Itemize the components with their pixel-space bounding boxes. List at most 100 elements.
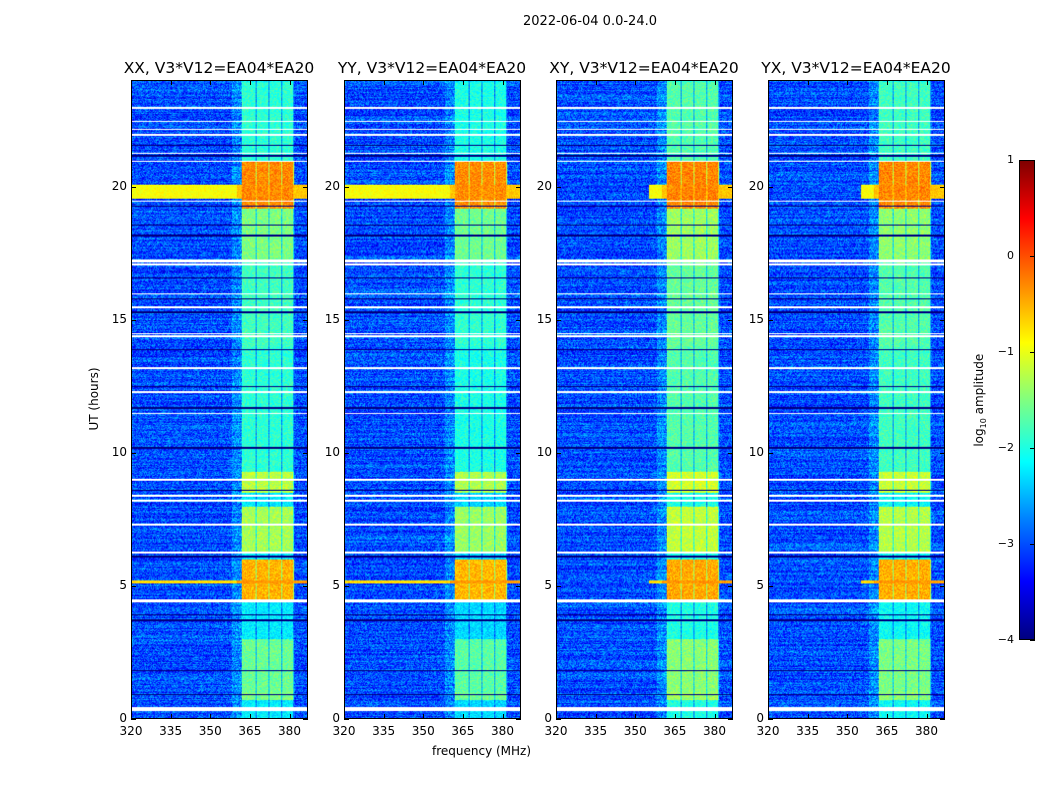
y-tick-label: 10	[324, 444, 340, 459]
x-tick-mark	[210, 714, 212, 719]
colorbar-label: log10 amplitude	[971, 353, 989, 447]
panel-title: XX, V3*V12=EA04*EA20	[123, 59, 315, 77]
x-tick-mark	[383, 714, 385, 719]
x-tick-label: 320	[332, 724, 356, 738]
y-tick-mark	[516, 319, 521, 321]
y-tick-mark	[556, 319, 561, 321]
x-tick-mark	[210, 80, 212, 85]
x-axis-label: frequency (MHz)	[432, 744, 532, 758]
y-tick-mark	[131, 452, 136, 454]
x-tick-label: 320	[756, 724, 780, 738]
x-tick-label: 365	[663, 724, 687, 738]
x-tick-mark	[768, 714, 769, 719]
y-tick-label: 10	[111, 444, 127, 459]
y-tick-mark	[516, 186, 521, 188]
y-tick-label: 0	[544, 711, 552, 725]
colorbar-tick-label: −1	[997, 345, 1014, 358]
x-tick-mark	[807, 80, 809, 85]
y-tick-mark	[556, 719, 561, 720]
x-tick-mark	[423, 714, 425, 719]
x-tick-mark	[289, 714, 291, 719]
x-tick-mark	[556, 714, 557, 719]
x-tick-mark	[502, 714, 504, 719]
y-tick-mark	[303, 585, 308, 587]
y-tick-mark	[728, 585, 733, 587]
x-tick-mark	[926, 80, 928, 85]
colorbar-tick-mark	[1030, 448, 1035, 449]
y-tick-mark	[940, 319, 945, 321]
x-tick-mark	[383, 80, 385, 85]
y-tick-mark	[728, 319, 733, 321]
x-tick-label: 365	[238, 724, 262, 738]
y-tick-label: 20	[111, 178, 127, 193]
x-tick-mark	[674, 80, 676, 85]
colorbar-tick-label: 0	[1007, 249, 1014, 262]
x-tick-mark	[462, 80, 464, 85]
x-tick-label: 350	[411, 724, 435, 738]
y-tick-mark	[940, 585, 945, 587]
x-tick-mark	[462, 714, 464, 719]
spectrogram-image	[769, 81, 944, 718]
y-tick-label: 10	[536, 444, 552, 459]
spectrogram-panel	[556, 80, 733, 719]
y-tick-mark	[344, 452, 349, 454]
y-tick-label: 5	[756, 577, 764, 592]
x-tick-mark	[635, 80, 637, 85]
x-tick-mark	[170, 714, 172, 719]
x-tick-label: 380	[915, 724, 938, 738]
y-tick-label: 5	[544, 577, 552, 592]
y-tick-mark	[556, 585, 561, 587]
x-tick-label: 380	[491, 724, 514, 738]
y-tick-label: 20	[536, 178, 552, 193]
y-tick-mark	[303, 452, 308, 454]
y-tick-mark	[556, 186, 561, 188]
x-tick-mark	[807, 714, 809, 719]
y-tick-mark	[344, 719, 349, 720]
x-tick-mark	[886, 714, 888, 719]
x-tick-mark	[635, 714, 637, 719]
x-tick-mark	[344, 714, 345, 719]
y-tick-mark	[344, 585, 349, 587]
y-tick-mark	[131, 719, 136, 720]
y-tick-label: 0	[119, 711, 127, 725]
x-tick-mark	[249, 80, 251, 85]
x-tick-label: 335	[159, 724, 183, 738]
x-tick-mark	[556, 80, 557, 85]
x-tick-label: 380	[278, 724, 301, 738]
x-tick-mark	[289, 80, 291, 85]
x-tick-mark	[249, 714, 251, 719]
y-tick-label: 5	[119, 577, 127, 592]
y-tick-mark	[516, 719, 521, 720]
spectrogram-panel	[344, 80, 521, 719]
y-tick-mark	[303, 319, 308, 321]
y-tick-mark	[728, 186, 733, 188]
y-tick-label: 15	[748, 311, 764, 326]
x-tick-label: 335	[584, 724, 608, 738]
x-tick-label: 350	[835, 724, 859, 738]
colorbar-tick-mark	[1030, 160, 1035, 161]
x-tick-mark	[674, 714, 676, 719]
y-tick-label: 0	[332, 711, 340, 725]
x-tick-label: 335	[796, 724, 820, 738]
x-tick-mark	[714, 714, 716, 719]
spectrogram-panel	[768, 80, 945, 719]
y-tick-mark	[516, 452, 521, 454]
y-tick-mark	[131, 319, 136, 321]
y-tick-mark	[131, 186, 136, 188]
x-tick-label: 350	[198, 724, 222, 738]
y-axis-label: UT (hours)	[87, 367, 101, 431]
y-tick-mark	[768, 719, 773, 720]
x-tick-mark	[131, 714, 132, 719]
x-tick-mark	[423, 80, 425, 85]
y-tick-mark	[131, 585, 136, 587]
figure-title: 2022-06-04 0.0-24.0	[523, 14, 657, 29]
spectrogram-panel	[131, 80, 308, 719]
y-tick-mark	[303, 719, 308, 720]
x-tick-mark	[595, 80, 597, 85]
colorbar-tick-mark	[1030, 544, 1035, 545]
panel-title: YY, V3*V12=EA04*EA20	[337, 59, 527, 77]
x-tick-mark	[847, 714, 849, 719]
y-tick-label: 10	[748, 444, 764, 459]
colorbar-tick-label: 1	[1007, 153, 1014, 166]
x-tick-mark	[131, 80, 132, 85]
